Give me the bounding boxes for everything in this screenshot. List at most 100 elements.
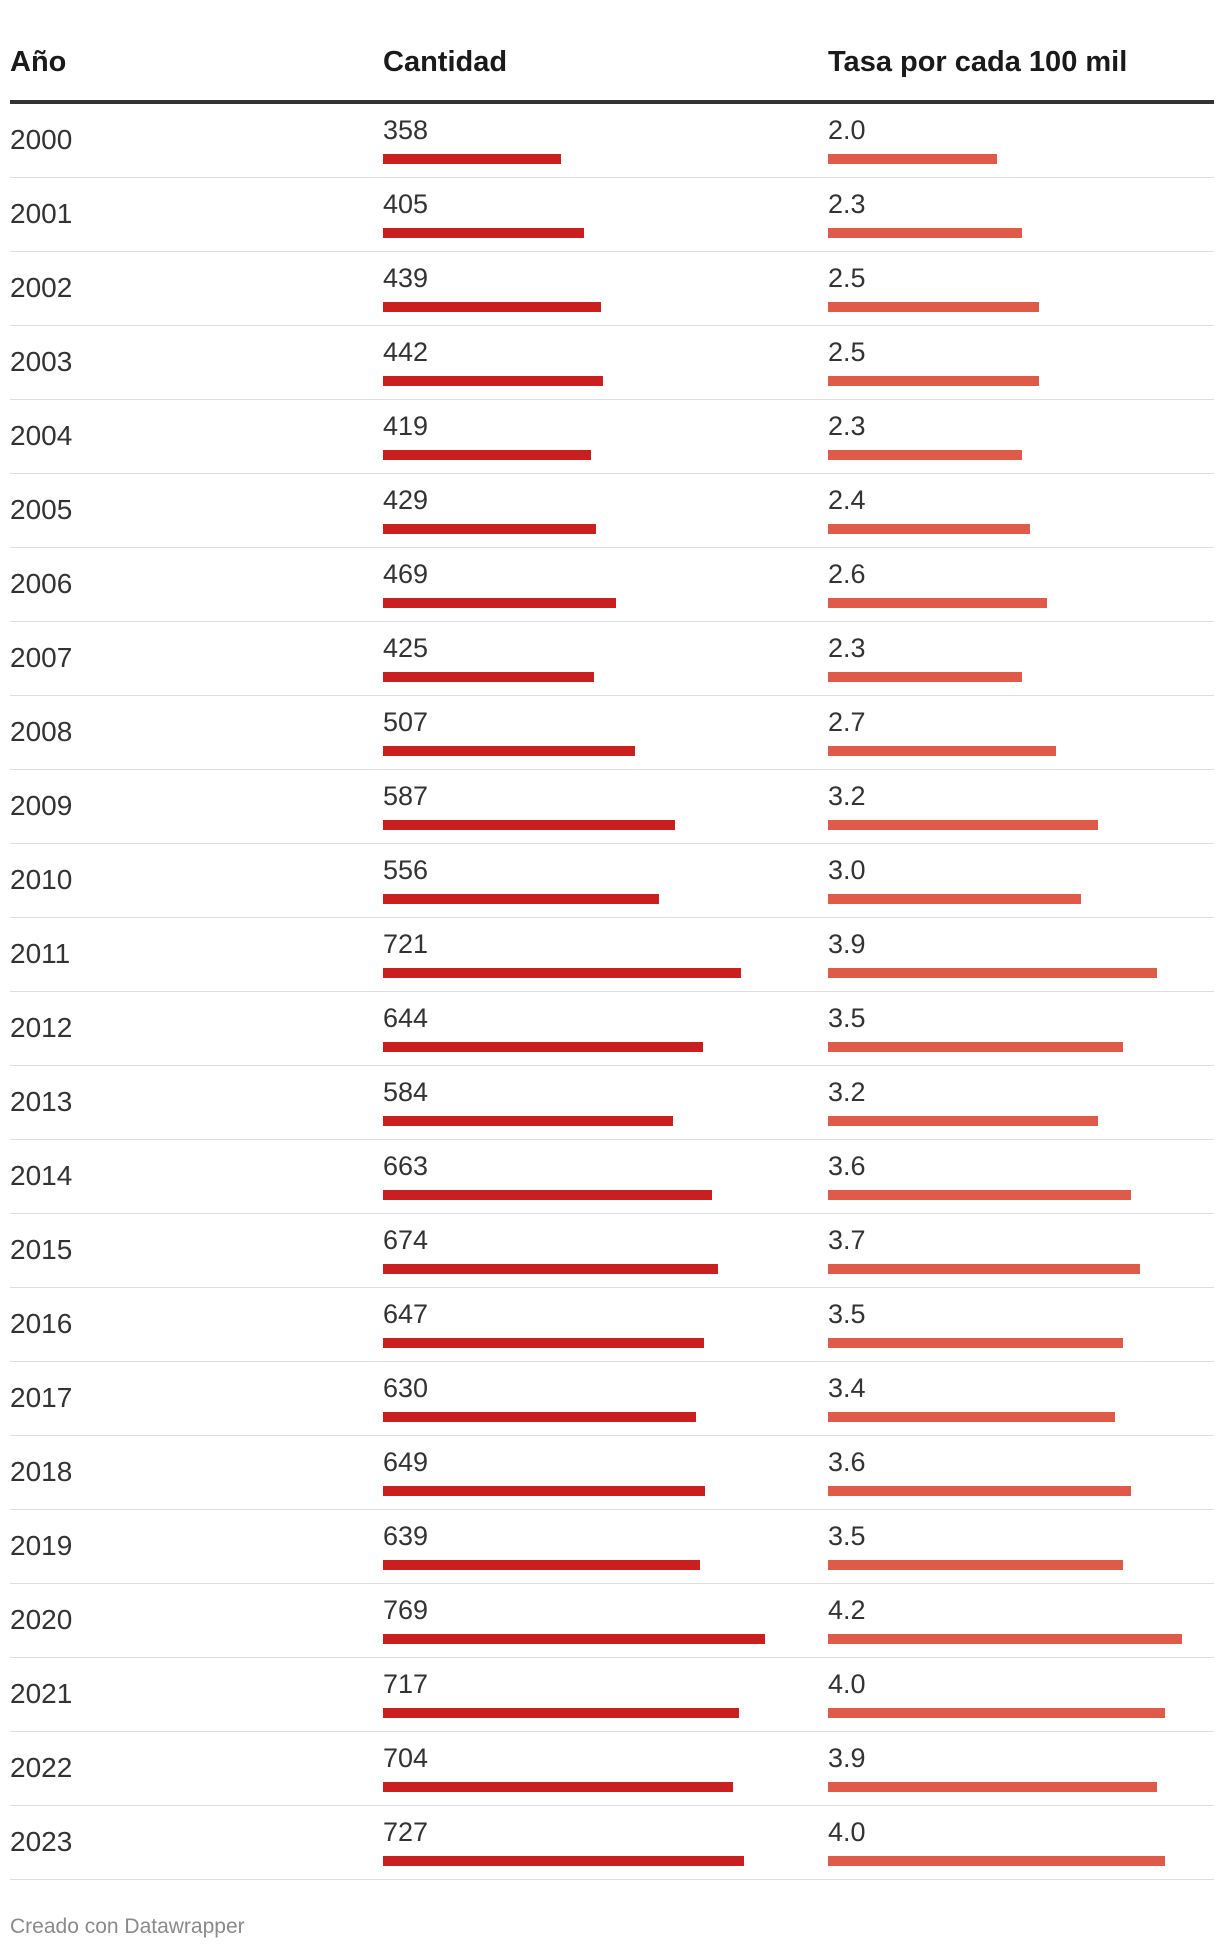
table-row: 2008 507 2.7 [10,696,1214,770]
tasa-bar [828,598,1048,608]
cantidad-value: 425 [383,633,429,663]
tasa-value: 3.6 [828,1447,866,1477]
table-row: 2022 704 3.9 [10,1732,1214,1806]
cantidad-value: 469 [383,559,429,589]
cantidad-bar [383,1412,696,1422]
table-row: 2017 630 3.4 [10,1362,1214,1436]
cantidad-bar [383,1190,713,1200]
table-row: 2005 429 2.4 [10,474,1214,548]
cantidad-value: 721 [383,929,429,959]
cantidad-value: 429 [383,485,429,515]
year-cell: 2003 [10,346,73,377]
tasa-bar [828,968,1157,978]
tasa-value: 3.9 [828,1743,866,1773]
table-row: 2006 469 2.6 [10,548,1214,622]
table-row: 2023 727 4.0 [10,1806,1214,1880]
cantidad-value: 717 [383,1669,429,1699]
table-row: 2021 717 4.0 [10,1658,1214,1732]
tasa-bar [828,1042,1123,1052]
table-row: 2001 405 2.3 [10,178,1214,252]
tasa-bar [828,672,1022,682]
tasa-bar [828,1856,1166,1866]
table-row: 2016 647 3.5 [10,1288,1214,1362]
cantidad-bar [383,1708,740,1718]
tasa-value: 4.0 [828,1669,866,1699]
year-cell: 2004 [10,420,73,451]
table-row: 2009 587 3.2 [10,770,1214,844]
cantidad-bar [383,968,742,978]
table-body: 2000 358 2.0 2001 405 2.3 2002 439 2.5 2003 442 2.5… [10,104,1214,1880]
tasa-bar [828,746,1056,756]
table-row: 2003 442 2.5 [10,326,1214,400]
cantidad-bar [383,1338,705,1348]
tasa-value: 3.2 [828,1077,866,1107]
tasa-bar [828,1190,1132,1200]
tasa-value: 3.5 [828,1003,866,1033]
data-table: Año Cantidad Tasa por cada 100 mil 2000 3… [10,30,1214,1880]
table-row: 2000 358 2.0 [10,104,1214,178]
table-row: 2012 644 3.5 [10,992,1214,1066]
cantidad-value: 639 [383,1521,429,1551]
header-year: Año [10,46,67,78]
cantidad-value: 769 [383,1595,429,1625]
year-cell: 2021 [10,1678,73,1709]
tasa-value: 2.3 [828,633,866,663]
year-cell: 2013 [10,1086,73,1117]
cantidad-value: 358 [383,115,429,145]
year-cell: 2009 [10,790,73,821]
year-cell: 2018 [10,1456,73,1487]
table-row: 2013 584 3.2 [10,1066,1214,1140]
cantidad-bar [383,672,595,682]
cantidad-value: 644 [383,1003,429,1033]
tasa-value: 3.0 [828,855,866,885]
tasa-value: 3.7 [828,1225,866,1255]
tasa-bar [828,228,1022,238]
table-row: 2010 556 3.0 [10,844,1214,918]
table-row: 2020 769 4.2 [10,1584,1214,1658]
header-cantidad: Cantidad [383,46,508,78]
cantidad-bar [383,1116,674,1126]
tasa-bar [828,1338,1123,1348]
year-cell: 2022 [10,1752,73,1783]
year-cell: 2002 [10,272,73,303]
tasa-value: 2.4 [828,485,866,515]
tasa-bar [828,1708,1166,1718]
year-cell: 2006 [10,568,73,599]
cantidad-value: 647 [383,1299,429,1329]
table-row: 2007 425 2.3 [10,622,1214,696]
cantidad-bar [383,1264,718,1274]
cantidad-bar [383,524,597,534]
table-header: Año Cantidad Tasa por cada 100 mil [10,30,1214,104]
cantidad-bar [383,820,675,830]
tasa-value: 2.0 [828,115,866,145]
table-row: 2002 439 2.5 [10,252,1214,326]
cantidad-bar [383,746,635,756]
cantidad-bar [383,1560,701,1570]
cantidad-value: 584 [383,1077,429,1107]
tasa-value: 2.3 [828,411,866,441]
cantidad-value: 419 [383,411,429,441]
year-cell: 2019 [10,1530,73,1561]
tasa-value: 2.5 [828,337,866,367]
table-row: 2004 419 2.3 [10,400,1214,474]
cantidad-bar [383,1782,733,1792]
tasa-value: 3.6 [828,1151,866,1181]
cantidad-bar [383,1042,703,1052]
tasa-bar [828,524,1031,534]
tasa-bar [828,1264,1140,1274]
tasa-bar [828,1486,1132,1496]
year-cell: 2000 [10,124,73,155]
year-cell: 2017 [10,1382,73,1413]
tasa-bar [828,1634,1182,1644]
tasa-value: 3.9 [828,929,866,959]
tasa-value: 3.4 [828,1373,866,1403]
tasa-bar [828,1560,1123,1570]
cantidad-bar [383,376,603,386]
tasa-bar [828,450,1022,460]
year-cell: 2016 [10,1308,73,1339]
tasa-value: 4.0 [828,1817,866,1847]
cantidad-bar [383,894,660,904]
tasa-value: 3.2 [828,781,866,811]
year-cell: 2020 [10,1604,73,1635]
year-cell: 2001 [10,198,73,229]
